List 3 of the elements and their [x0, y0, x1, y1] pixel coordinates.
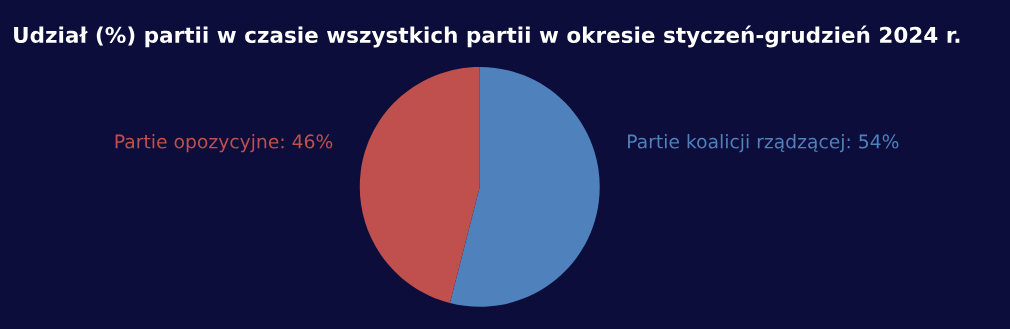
chart-title: Udział (%) partii w czasie wszystkich partii w okresie styczeń-grudzień 2024 r. [14, 25, 960, 48]
slice-label: Partie opozycyjne: 46% [115, 134, 333, 153]
slice-label: Partie koalicji rządzącej: 54% [628, 134, 899, 153]
